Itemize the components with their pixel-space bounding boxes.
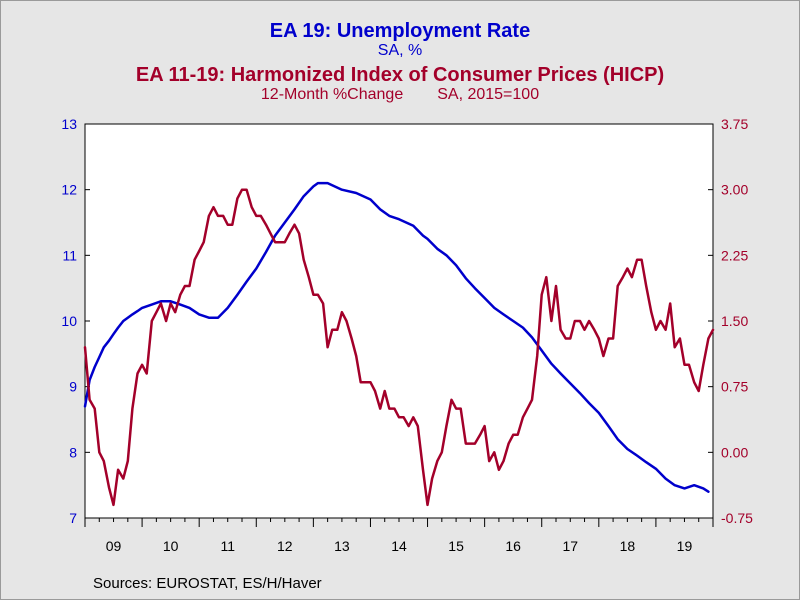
y-right-tick-label: 3.00 (721, 182, 748, 198)
x-tick-label: 13 (334, 538, 350, 554)
x-tick-label: 18 (620, 538, 636, 554)
x-tick-label: 19 (677, 538, 693, 554)
x-tick-label: 10 (163, 538, 179, 554)
x-tick-label: 14 (391, 538, 407, 554)
chart-subtitle-left-series: SA, % (377, 42, 423, 59)
y-right-tick-label: 0.00 (721, 444, 748, 460)
y-right-tick-label: 0.75 (721, 379, 748, 395)
chart-subtitle-right-series: 12-Month %Change SA, 2015=100 (0, 86, 800, 104)
x-tick-label: 15 (448, 538, 464, 554)
chart-title-right-series: EA 11-19: Harmonized Index of Consumer P… (135, 64, 665, 86)
x-tick-label: 12 (277, 538, 293, 554)
x-tick-label: 16 (505, 538, 521, 554)
plot-area (84, 123, 714, 519)
y-left-tick-label: 9 (69, 379, 77, 395)
hicp-line (83, 188, 715, 507)
y-right-tick-label: 1.50 (721, 313, 748, 329)
y-left-tick-label: 13 (61, 116, 77, 132)
y-left-tick-label: 11 (62, 247, 77, 263)
unemployment-rate-line (83, 181, 710, 493)
x-tick-label: 09 (106, 538, 122, 554)
y-left-tick-label: 8 (69, 444, 77, 460)
chart-title: EA 19: Unemployment Rate (269, 20, 531, 42)
source-note: Sources: EUROSTAT, ES/H/Haver (93, 575, 322, 592)
x-tick-label: 11 (220, 538, 235, 554)
y-left-tick-label: 10 (61, 313, 77, 329)
y-right-tick-label: 3.75 (721, 116, 748, 132)
right-series-transform-label: 12-Month %Change (260, 86, 404, 103)
y-right-tick-label: -0.75 (721, 510, 753, 526)
x-tick-label: 17 (562, 538, 578, 554)
y-left-tick-label: 12 (61, 182, 77, 198)
right-series-unit-label: SA, 2015=100 (437, 86, 540, 103)
y-right-tick-label: 2.25 (721, 247, 748, 263)
y-left-tick-label: 7 (69, 510, 77, 526)
